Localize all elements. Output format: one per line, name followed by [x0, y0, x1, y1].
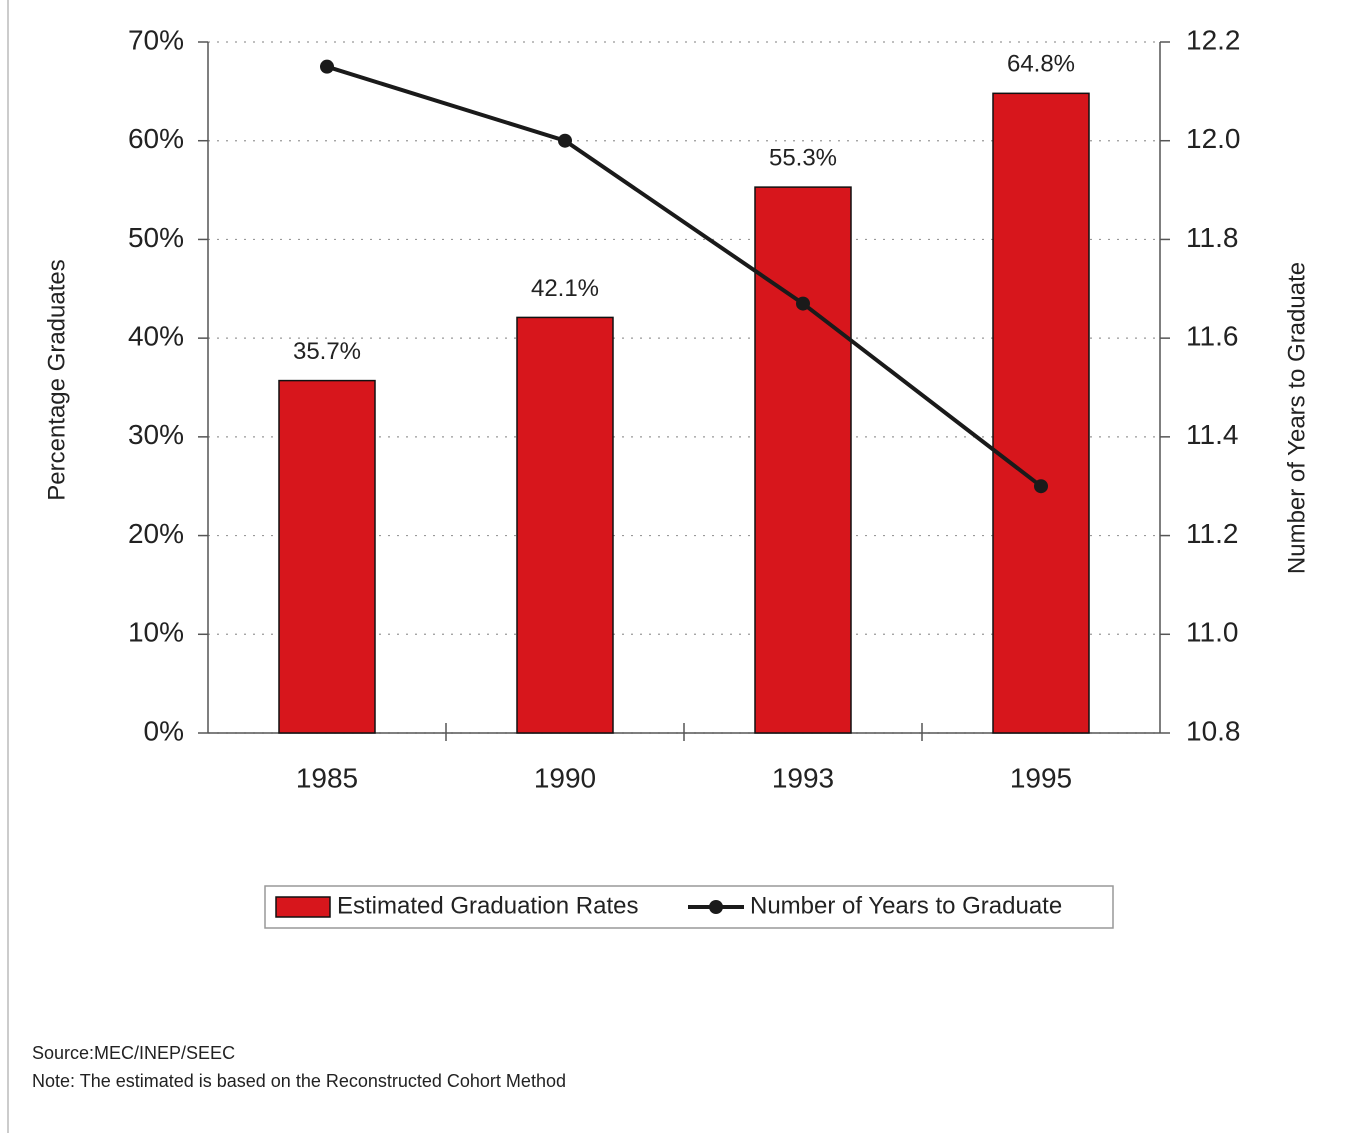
- method-note: Note: The estimated is based on the Reco…: [32, 1071, 566, 1091]
- y2-axis-label: Number of Years to Graduate: [1283, 262, 1310, 574]
- line-point: [1034, 479, 1048, 494]
- legend-marker: [709, 900, 723, 914]
- x-tick-label: 1990: [534, 762, 596, 793]
- source-note: Source:MEC/INEP/SEEC: [32, 1043, 235, 1063]
- y2-tick-label: 11.0: [1186, 617, 1238, 648]
- y-tick-label: 60%: [128, 123, 184, 154]
- y2-tick-label: 11.6: [1186, 321, 1238, 352]
- y-tick-label: 70%: [128, 24, 184, 55]
- line-point: [320, 59, 334, 74]
- data-label: 35.7%: [293, 338, 361, 365]
- y-axis-label: Percentage Graduates: [43, 259, 70, 501]
- data-label: 55.3%: [769, 144, 837, 171]
- y2-tick-label: 10.8: [1186, 715, 1241, 746]
- line-point: [558, 133, 572, 148]
- y2-tick-label: 12.2: [1186, 24, 1241, 55]
- x-tick-label: 1995: [1010, 762, 1072, 793]
- y-tick-label: 20%: [128, 518, 184, 549]
- data-label: 64.8%: [1007, 51, 1075, 78]
- legend-swatch: [275, 896, 331, 918]
- line: [326, 64, 1043, 488]
- x-tick-label: 1993: [772, 762, 834, 793]
- y-tick-label: 40%: [128, 321, 184, 352]
- y2-tick-label: 12.0: [1186, 123, 1241, 154]
- y2-tick-label: 11.8: [1186, 222, 1238, 253]
- bar: [516, 316, 614, 734]
- bar: [754, 186, 852, 734]
- y2-tick-label: 11.4: [1186, 419, 1238, 450]
- y-tick-label: 50%: [128, 222, 184, 253]
- y-tick-label: 0%: [144, 715, 184, 746]
- line-point: [796, 296, 810, 311]
- data-label: 42.1%: [531, 275, 599, 302]
- x-tick-label: 1985: [296, 762, 358, 793]
- bar: [278, 379, 376, 734]
- legend-label: Estimated Graduation Rates: [337, 892, 639, 919]
- bar: [992, 92, 1090, 734]
- y-tick-label: 30%: [128, 419, 184, 450]
- y-tick-label: 10%: [128, 617, 184, 648]
- legend-label: Number of Years to Graduate: [750, 892, 1062, 919]
- y2-tick-label: 11.2: [1186, 518, 1238, 549]
